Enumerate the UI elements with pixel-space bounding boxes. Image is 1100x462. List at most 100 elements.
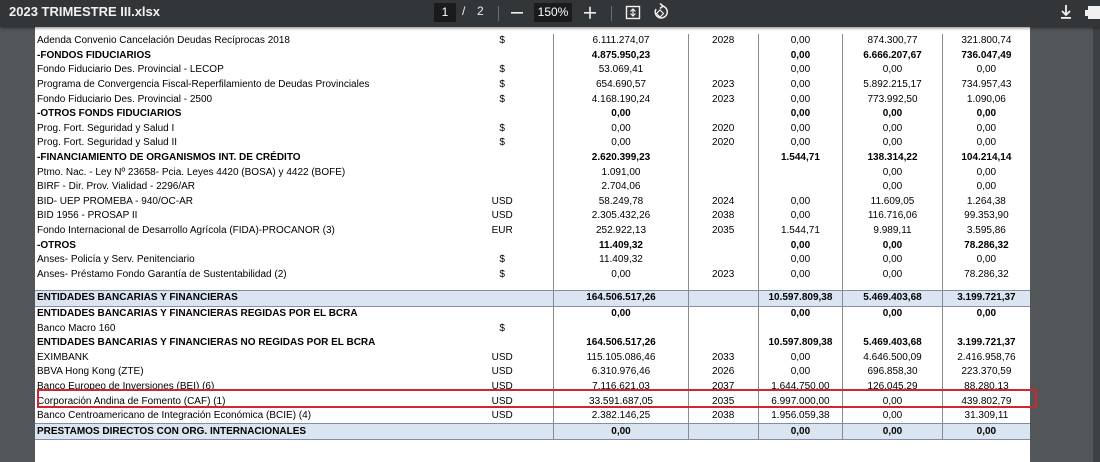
- fit-page-icon[interactable]: [622, 1, 644, 24]
- cell-c3: 439.802,79: [941, 394, 1030, 409]
- cell-amt: 33.591.687,05: [553, 394, 689, 409]
- cell-c2: [842, 321, 943, 336]
- print-icon[interactable]: [1085, 1, 1100, 24]
- cell-amt: 2.620.399,23: [553, 150, 689, 166]
- cell-c1: 0,00: [757, 252, 843, 268]
- pdf-page: Adenda Convenio Cancelación Deudas Recíp…: [35, 27, 1030, 462]
- zoom-level-input[interactable]: 150%: [534, 3, 572, 22]
- cell-year: 2033: [687, 350, 759, 366]
- cell-year: 2023: [687, 77, 759, 93]
- toolbar-divider: [498, 6, 499, 21]
- cell-cur: EUR: [491, 225, 513, 237]
- table-row: Banco Centroamericano de Integración Eco…: [35, 408, 1030, 424]
- cell-c2: 696.858,30: [842, 365, 943, 380]
- cell-year: [687, 321, 759, 336]
- cell-amt: 58.249,78: [553, 194, 689, 210]
- cell-c2: 0,00: [842, 63, 943, 78]
- table-row: -FINANCIAMIENTO DE ORGANISMOS INT. DE CR…: [35, 150, 1030, 166]
- cell-desc: ENTIDADES BANCARIAS Y FINANCIERAS NO REG…: [37, 337, 376, 349]
- cell-c3: 3.199.721,37: [941, 335, 1030, 351]
- cell-desc: -OTROS FONDS FIDUCIARIOS: [37, 108, 182, 120]
- page-total: 2: [477, 4, 484, 18]
- cell-cur: [451, 151, 554, 166]
- cell-c2: [842, 282, 943, 291]
- cell-year: [687, 423, 759, 441]
- table-row: Prog. Fort. Seguridad y Salud II $0,00 202…: [35, 136, 1030, 151]
- cell-cur: USD: [491, 395, 513, 407]
- cell-c2: 0,00: [842, 106, 943, 122]
- cell-year: [687, 63, 759, 78]
- cell-c1: [757, 165, 843, 180]
- cell-amt: 164.506.517,26: [553, 335, 689, 351]
- cell-c2: 0,00: [842, 179, 943, 195]
- cell-c2: 0,00: [842, 306, 943, 322]
- cell-amt: 53.069,41: [553, 63, 689, 78]
- cell-c3: 0,00: [941, 179, 1030, 195]
- cell-cur: $: [499, 137, 505, 149]
- cell-c3: 0,00: [941, 252, 1030, 268]
- cell-amt: 0,00: [553, 267, 689, 283]
- cell-c2: 6.666.207,67: [842, 48, 943, 64]
- cell-year: [687, 252, 759, 268]
- cell-c1: 0,00: [757, 121, 843, 137]
- rotate-icon[interactable]: [650, 1, 672, 24]
- table-row: Anses- Policía y Serv. Penitenciario $11.…: [35, 252, 1030, 268]
- cell-desc: BID- UEP PROMEBA - 940/OC-AR: [37, 195, 193, 207]
- cell-c2: 0,00: [842, 408, 943, 424]
- cell-desc: Fondo Fiduciario Des. Provincial - 2500: [37, 93, 213, 105]
- cell-cur: [451, 290, 554, 307]
- cell-desc: Programa de Convergencia Fiscal-Reperfil…: [37, 79, 370, 91]
- cell-year: [687, 48, 759, 64]
- cell-c3: 223.370,59: [941, 365, 1030, 380]
- cell-c1: 0,00: [757, 63, 843, 78]
- cell-cur: $: [499, 268, 505, 280]
- cell-c1: 0,00: [757, 106, 843, 122]
- cell-cur: $: [499, 79, 505, 91]
- cell-amt: 4.875.950,23: [553, 48, 689, 64]
- cell-cur: $: [499, 322, 505, 334]
- table-row: Corporación Andina de Fomento (CAF) (1) U…: [35, 394, 1030, 409]
- cell-year: [687, 150, 759, 166]
- zoom-out-icon[interactable]: [508, 1, 526, 24]
- cell-c3: 0,00: [941, 106, 1030, 122]
- zoom-in-icon[interactable]: [580, 1, 600, 24]
- page-number-input[interactable]: 1: [434, 3, 456, 22]
- cell-amt: [553, 321, 689, 336]
- cell-c2: 0,00: [842, 423, 943, 441]
- cell-desc: [35, 282, 451, 291]
- table-row: ENTIDADES BANCARIAS Y FINANCIERAS NO REG…: [35, 335, 1030, 351]
- section-band-row: ENTIDADES BANCARIAS Y FINANCIERAS 164.506…: [35, 290, 1030, 307]
- cell-cur: USD: [491, 366, 513, 378]
- vertical-scrollbar[interactable]: [1093, 27, 1100, 462]
- cell-cur: USD: [491, 410, 513, 422]
- cell-year: [687, 290, 759, 307]
- cell-c1: [757, 282, 843, 291]
- cell-c3: 2.416.958,76: [941, 350, 1030, 366]
- cell-c3: 3.595,86: [941, 223, 1030, 239]
- debt-table: Adenda Convenio Cancelación Deudas Recíp…: [35, 34, 1030, 441]
- table-row: BIRF - Dir. Prov. Vialidad - 2296/AR 2.70…: [35, 179, 1030, 195]
- cell-c1: 0,00: [757, 365, 843, 380]
- cell-c3: [941, 282, 1030, 291]
- cell-desc: EXIMBANK: [37, 351, 89, 363]
- table-row: EXIMBANK USD 115.105.086,46 2033 0,00 4.646.5…: [35, 350, 1030, 366]
- table-row: Adenda Convenio Cancelación Deudas Recíp…: [35, 34, 1030, 49]
- download-icon[interactable]: [1057, 1, 1075, 24]
- cell-cur: [451, 238, 554, 253]
- cell-c2: 11.609,05: [842, 194, 943, 210]
- cell-cur: $: [499, 35, 505, 47]
- cell-c3: 88.280,13: [941, 379, 1030, 395]
- cell-year: 2023: [687, 267, 759, 283]
- cell-desc: -FONDOS FIDUCIARIOS: [37, 49, 151, 61]
- cell-desc: Adenda Convenio Cancelación Deudas Recíp…: [37, 35, 290, 47]
- cell-cur: [451, 306, 554, 321]
- cell-amt: 0,00: [553, 423, 689, 441]
- table-row: BBVA Hong Kong (ZTE) USD 6.310.976,46 2026 0…: [35, 365, 1030, 380]
- cell-c3: 104.214,14: [941, 150, 1030, 166]
- cell-c3: 78.286,32: [941, 267, 1030, 283]
- pdf-toolbar: 2023 TRIMESTRE III.xlsx 1 / 2 150%: [0, 0, 1100, 27]
- cell-c2: 4.646.500,09: [842, 350, 943, 366]
- cell-year: 2035: [687, 223, 759, 239]
- cell-desc: ENTIDADES BANCARIAS Y FINANCIERAS: [35, 290, 452, 307]
- cell-c1: 0,00: [757, 92, 843, 107]
